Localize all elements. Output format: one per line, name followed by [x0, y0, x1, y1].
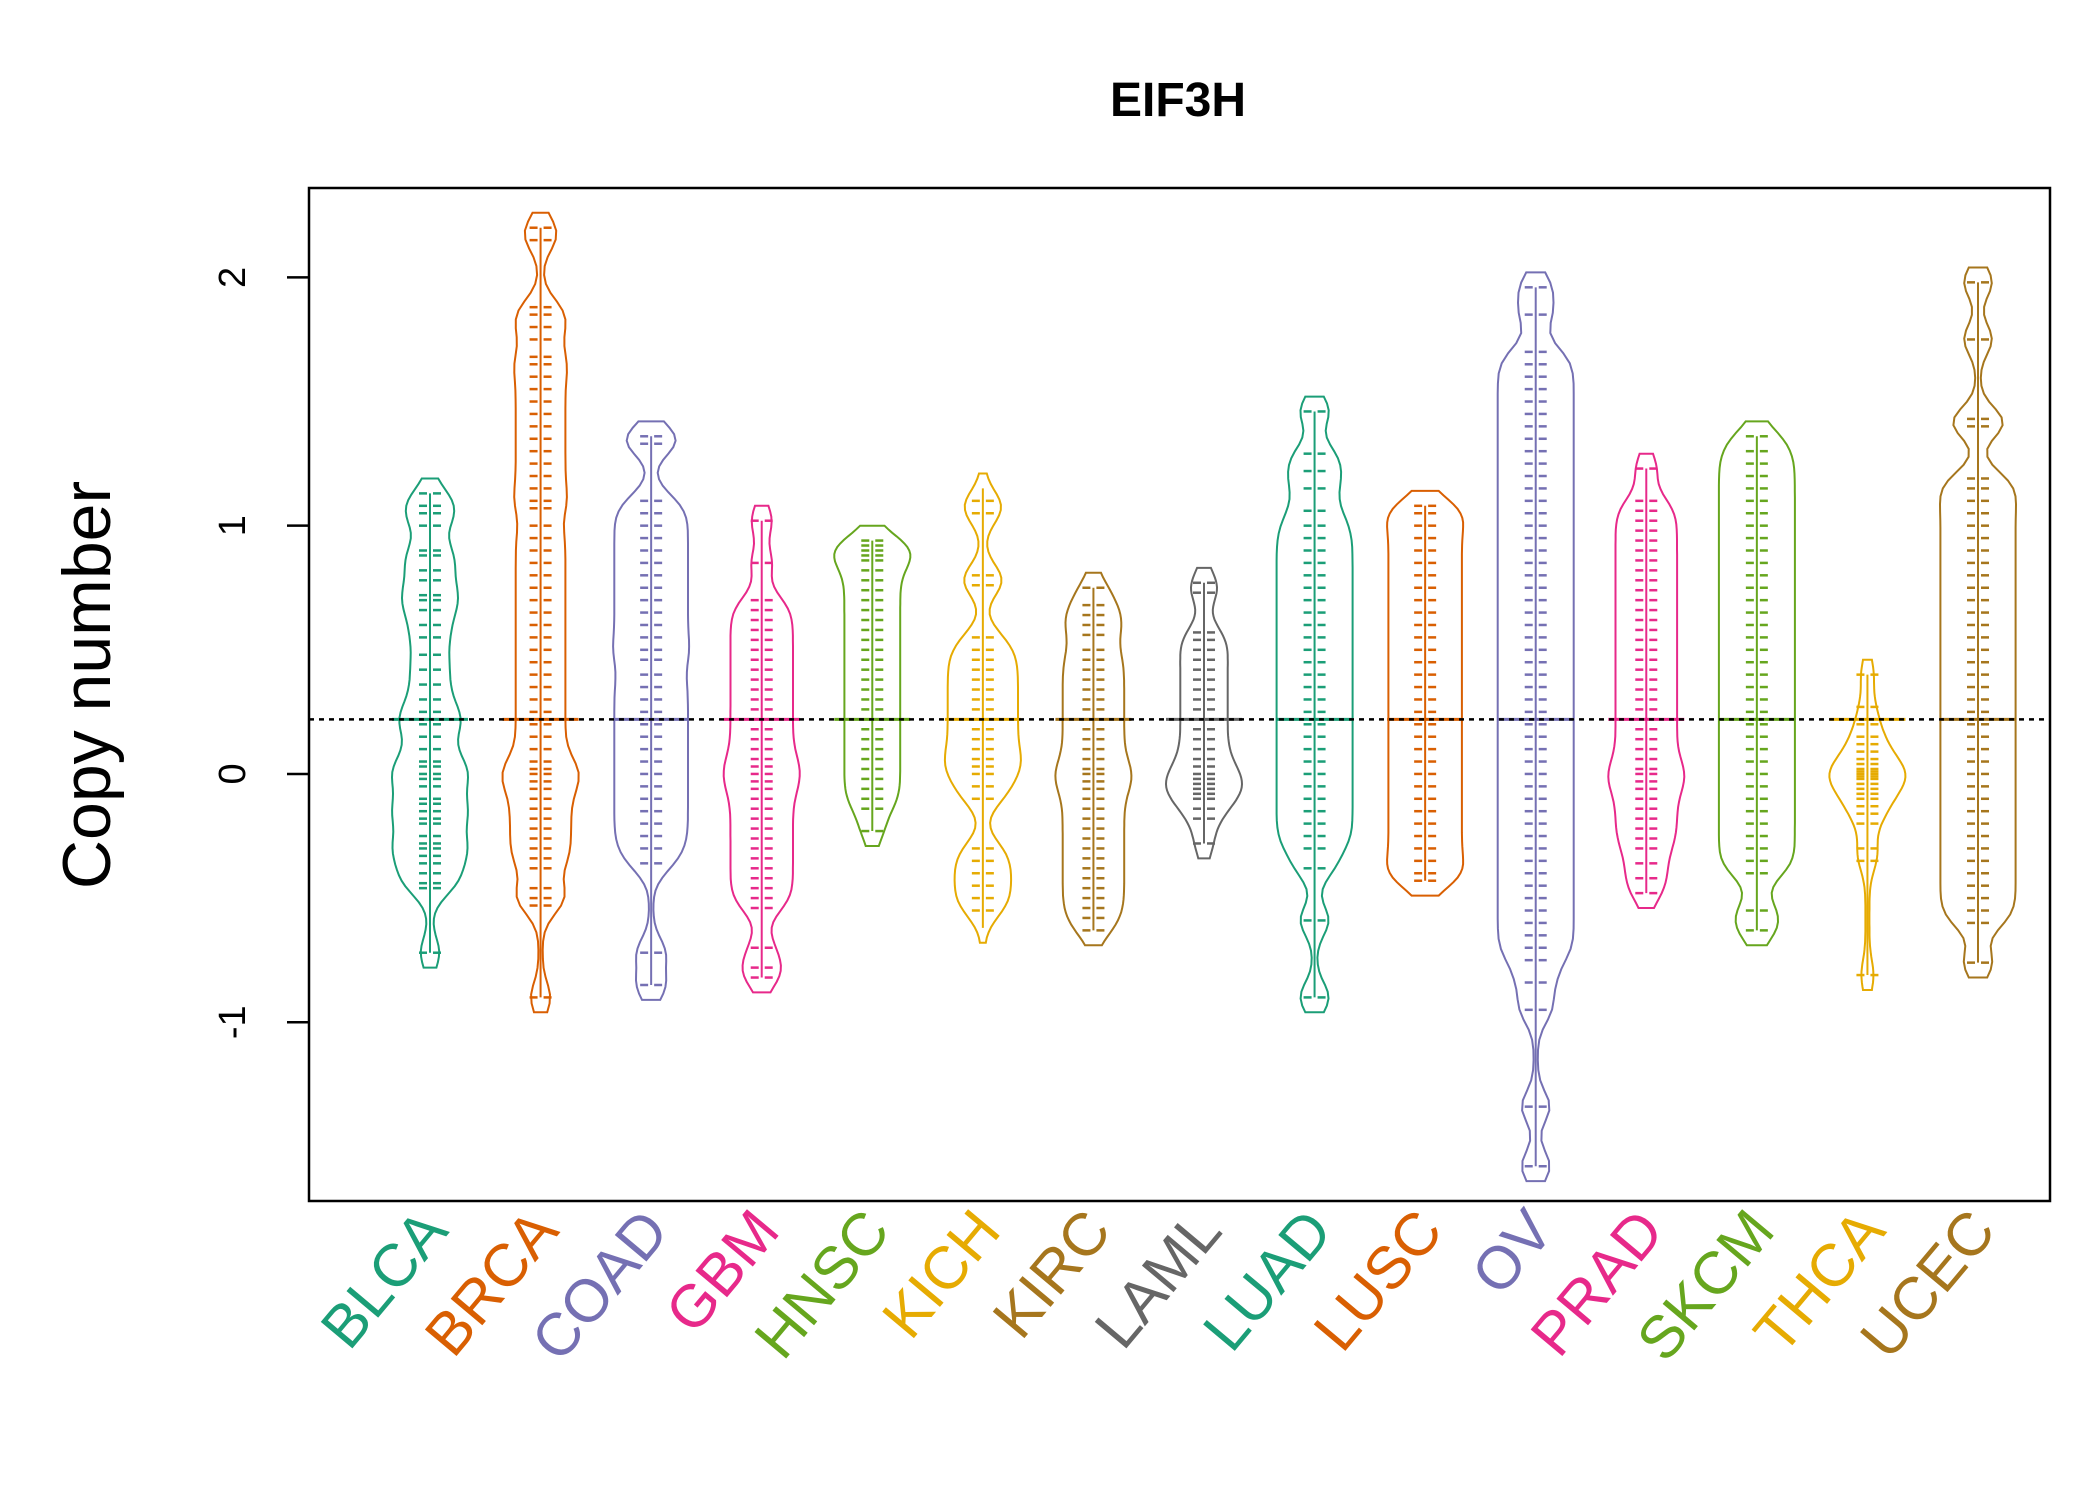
- y-tick-label: 0: [212, 763, 254, 784]
- y-tick-label: 1: [212, 515, 254, 536]
- bean-ov: [1496, 271, 1575, 1183]
- bean-blca: [390, 477, 470, 969]
- bean-coad: [612, 420, 691, 1001]
- plot-frame: [307, 186, 2052, 1203]
- bean-gbm: [722, 504, 801, 994]
- y-axis-label: Copy number: [49, 481, 125, 889]
- bean-layer: [390, 211, 2018, 1183]
- bean-thca: [1828, 658, 1907, 991]
- y-tick-label: -1: [212, 1005, 254, 1039]
- bean-kich: [943, 472, 1022, 944]
- y-tick-label: 2: [212, 267, 254, 288]
- bean-luad: [1275, 395, 1354, 1014]
- chart-title: EIF3H: [1110, 74, 1246, 127]
- bean-laml: [1164, 566, 1244, 860]
- bean-lusc: [1386, 489, 1465, 897]
- bean-kirc: [1054, 571, 1133, 947]
- bean-hnsc: [833, 524, 912, 847]
- bean-prad: [1607, 452, 1686, 909]
- bean-brca: [501, 211, 580, 1014]
- bean-skcm: [1717, 420, 1796, 947]
- bean-ucec: [1938, 266, 2018, 979]
- y-axis: -1 0 1 2: [212, 267, 309, 1039]
